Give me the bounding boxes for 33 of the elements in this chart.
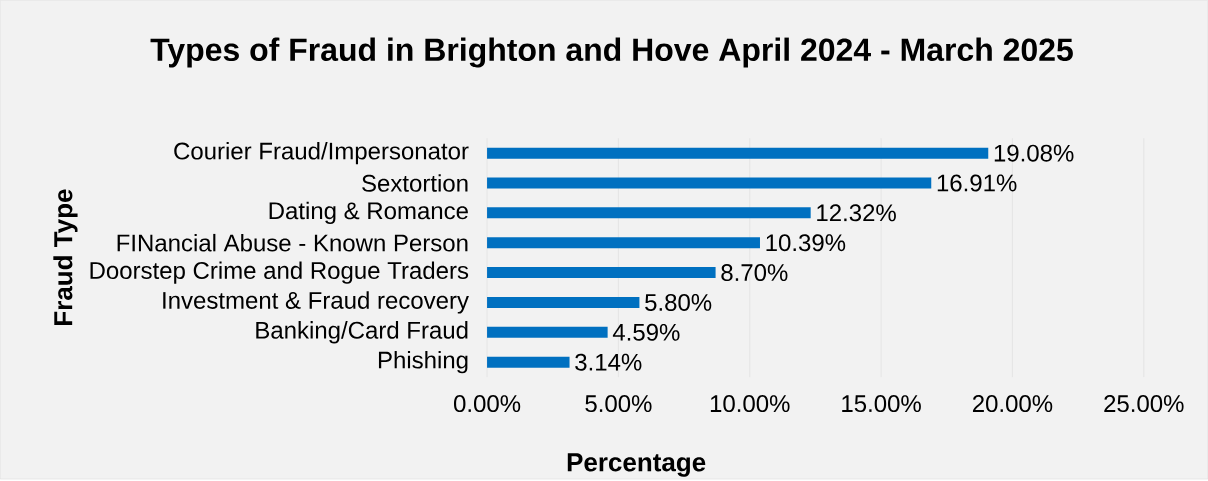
bar [487, 326, 608, 338]
y-tick-label: FINancial Abuse - Known Person [117, 233, 468, 252]
bar [487, 147, 989, 159]
y-tick-label: Dating & Romance [269, 201, 468, 224]
x-tick-label: 15.00% [842, 395, 921, 413]
data-label: 16.91% [937, 174, 1017, 192]
x-tick-label: 20.00% [972, 395, 1053, 413]
x-tick-label: 10.00% [710, 395, 790, 413]
x-axis-title: Percentage [567, 453, 706, 477]
data-label: 19.08% [994, 144, 1074, 162]
data-label: 4.59% [612, 323, 680, 341]
y-tick-label: Phishing [378, 350, 468, 374]
y-tick-label: Sextortion [362, 174, 468, 192]
x-tick-label: 5.00% [585, 395, 652, 413]
y-tick-label: Doorstep Crime and Rogue Traders [90, 261, 469, 284]
data-label: 3.14% [575, 353, 642, 371]
y-tick-label: Banking/Card Fraud [256, 321, 468, 344]
bar [487, 356, 570, 368]
bar [487, 267, 716, 279]
bar [487, 207, 811, 219]
chart-title: Types of Fraud in Brighton and Hove April 2024 - March 2025 [150, 37, 1073, 68]
data-label: 5.80% [645, 293, 712, 311]
bar [487, 296, 640, 308]
data-label: 8.70% [721, 264, 788, 282]
x-tick-label: 0.00% [453, 395, 521, 413]
bar [487, 237, 760, 249]
bar [487, 177, 932, 189]
y-axis-title: Fraud Type [53, 189, 78, 325]
data-label: 10.39% [766, 234, 846, 252]
y-tick-label: Investment & Fraud recovery [163, 291, 469, 314]
y-tick-label: Courier Fraud/Impersonator [174, 141, 469, 165]
x-tick-label: 25.00% [1104, 395, 1184, 413]
data-label: 12.32% [817, 204, 896, 222]
